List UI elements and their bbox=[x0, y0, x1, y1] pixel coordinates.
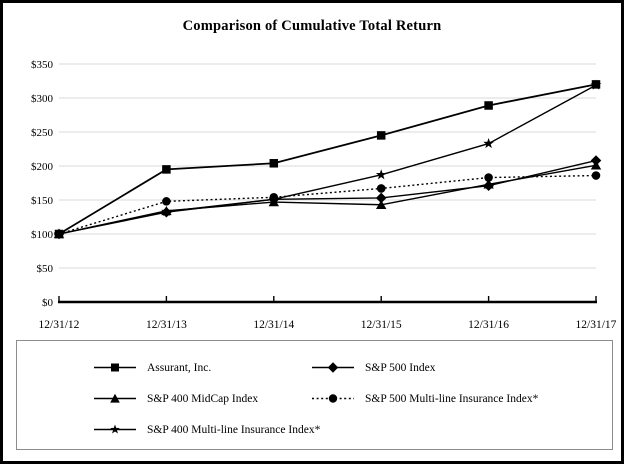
star-marker-icon bbox=[94, 424, 136, 434]
diamond-marker bbox=[590, 155, 602, 166]
x-axis-label: 12/31/12 bbox=[39, 319, 80, 331]
square-marker bbox=[162, 165, 171, 174]
y-axis-label: $150 bbox=[31, 195, 54, 207]
legend-item-sp400multiline: S&P 400 Multi-line Insurance Index* bbox=[94, 423, 320, 436]
legend-label: S&P 400 MidCap Index bbox=[147, 392, 259, 405]
x-axis-label: 12/31/15 bbox=[361, 319, 402, 331]
diamond-marker bbox=[161, 206, 172, 218]
y-axis-label: $100 bbox=[31, 229, 54, 241]
triangle-marker bbox=[376, 199, 387, 209]
plot-area: $0 $50 $100 $150 $200 $250 $300 $350 12/31/12 12/… bbox=[31, 59, 617, 331]
diamond-marker bbox=[375, 192, 387, 204]
star-marker bbox=[375, 169, 387, 180]
legend-item-sp400midcap: S&P 400 MidCap Index bbox=[94, 392, 312, 405]
square-marker bbox=[591, 80, 601, 89]
legend-item-assurant: Assurant, Inc. bbox=[94, 361, 312, 374]
square-marker bbox=[376, 131, 386, 140]
series-line-0 bbox=[58, 83, 597, 235]
x-axis-label: 12/31/16 bbox=[468, 319, 509, 331]
legend-item-sp500multiline: S&P 500 Multi-line Insurance Index* bbox=[312, 392, 612, 405]
y-axis-label: $200 bbox=[31, 161, 54, 173]
diamond-marker-icon bbox=[312, 362, 354, 373]
x-axis-label: 12/31/13 bbox=[146, 319, 187, 331]
square-marker bbox=[54, 229, 64, 239]
x-axis-label: 12/31/17 bbox=[576, 319, 617, 331]
legend-label: S&P 500 Index bbox=[365, 361, 436, 374]
chart-title: Comparison of Cumulative Total Return bbox=[182, 18, 442, 34]
diamond-marker bbox=[268, 194, 280, 205]
legend-label: Assurant, Inc. bbox=[147, 361, 212, 374]
circle-marker-icon bbox=[312, 394, 354, 403]
diamond-marker bbox=[483, 180, 494, 192]
circle-marker bbox=[162, 197, 171, 206]
legend-item-sp500: S&P 500 Index bbox=[312, 361, 612, 374]
y-axis-label: $250 bbox=[31, 127, 54, 139]
circle-marker bbox=[376, 184, 386, 193]
y-axis-label: $300 bbox=[31, 93, 54, 105]
triangle-marker-icon bbox=[94, 393, 136, 403]
legend-label: S&P 400 Multi-line Insurance Index* bbox=[147, 423, 321, 436]
series-line-1 bbox=[58, 159, 597, 235]
square-marker bbox=[269, 159, 279, 168]
x-axis-label: 12/31/14 bbox=[253, 319, 294, 331]
square-marker bbox=[484, 101, 493, 110]
series-line-3 bbox=[58, 174, 597, 235]
series-line-4 bbox=[58, 84, 597, 235]
legend-label: S&P 500 Multi-line Insurance Index* bbox=[365, 392, 539, 405]
square-marker-icon bbox=[94, 363, 136, 372]
y-axis-label: $50 bbox=[37, 263, 54, 275]
star-marker bbox=[483, 137, 494, 149]
circle-marker bbox=[484, 173, 493, 182]
y-axis-label: $350 bbox=[31, 59, 54, 71]
legend: Assurant, Inc. S&P 500 Index S&P 400 Mid… bbox=[16, 340, 613, 450]
circle-marker bbox=[591, 171, 601, 180]
legend-grid: Assurant, Inc. S&P 500 Index S&P 400 Mid… bbox=[17, 341, 612, 445]
y-axis-label: $0 bbox=[42, 297, 54, 309]
